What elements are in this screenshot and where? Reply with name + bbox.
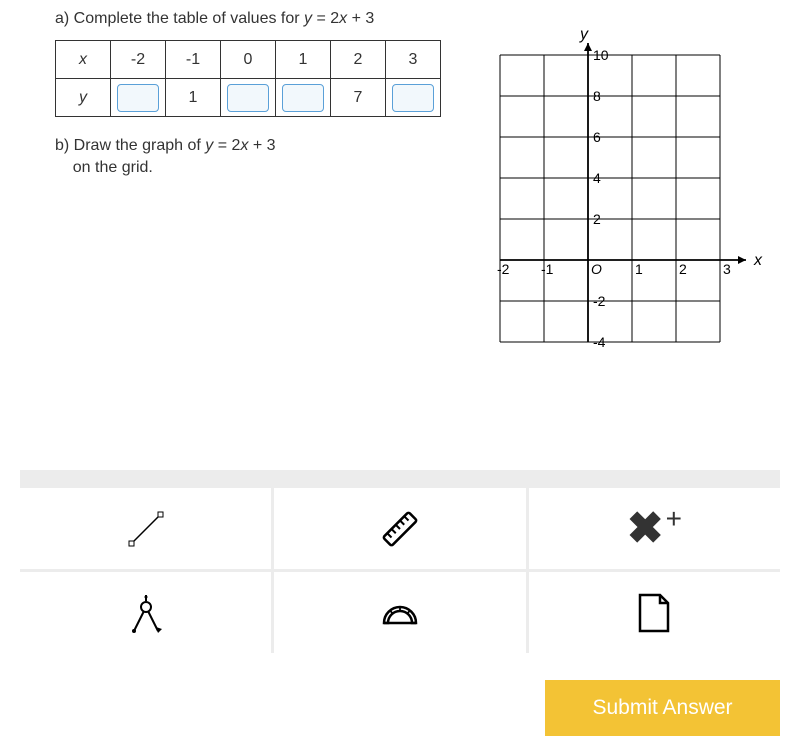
svg-text:1: 1 (635, 261, 643, 277)
x-plus-icon: ✖+ (627, 503, 682, 554)
prompt-a: a) Complete the table of values for y = … (55, 10, 760, 28)
y-fixed-1: 1 (166, 79, 221, 117)
coordinate-grid[interactable]: -2 -1 O 1 2 3 -4 -2 2 4 6 8 10 y x (480, 30, 780, 360)
value-table: x -2 -1 0 1 2 3 y 1 7 (55, 40, 441, 117)
submit-button[interactable]: Submit Answer (545, 680, 780, 736)
line-tool-button[interactable] (20, 488, 271, 569)
protractor-tool-button[interactable] (274, 572, 525, 653)
svg-text:2: 2 (679, 261, 687, 277)
svg-text:-2: -2 (593, 293, 606, 309)
toolbar: ✖+ (20, 470, 780, 653)
svg-text:4: 4 (593, 170, 601, 186)
svg-text:-4: -4 (593, 334, 606, 350)
svg-text:2: 2 (593, 211, 601, 227)
svg-text:y: y (579, 30, 589, 43)
svg-text:10: 10 (593, 47, 609, 63)
svg-text:x: x (753, 252, 763, 269)
y-fixed-4: 7 (331, 79, 386, 117)
svg-text:-1: -1 (541, 261, 554, 277)
page-tool-button[interactable] (529, 572, 780, 653)
svg-text:O: O (591, 261, 602, 277)
x-row-head: x (56, 41, 111, 79)
x-cell: 1 (276, 41, 331, 79)
svg-text:8: 8 (593, 88, 601, 104)
x-cell: 2 (331, 41, 386, 79)
x-cell: 3 (386, 41, 441, 79)
x-cell: -2 (111, 41, 166, 79)
svg-text:-2: -2 (497, 261, 510, 277)
y-input-0[interactable] (117, 84, 159, 112)
compass-tool-button[interactable] (20, 572, 271, 653)
y-input-2[interactable] (227, 84, 269, 112)
ruler-tool-button[interactable] (274, 488, 525, 569)
y-input-5[interactable] (392, 84, 434, 112)
y-row-head: y (56, 79, 111, 117)
x-cell: -1 (166, 41, 221, 79)
submit-label: Submit Answer (592, 696, 732, 720)
svg-text:3: 3 (723, 261, 731, 277)
x-cell: 0 (221, 41, 276, 79)
svg-text:6: 6 (593, 129, 601, 145)
y-input-3[interactable] (282, 84, 324, 112)
point-tool-button[interactable]: ✖+ (529, 488, 780, 569)
